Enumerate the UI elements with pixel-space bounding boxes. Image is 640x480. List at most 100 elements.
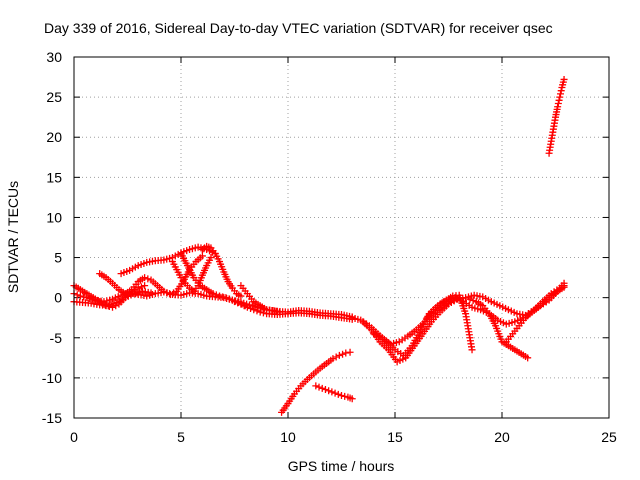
- series-track-i: [237, 282, 283, 316]
- x-axis-label: GPS time / hours: [288, 458, 395, 474]
- data-point: [554, 100, 562, 108]
- y-axis-label: SDTVAR / TECUs: [5, 181, 21, 293]
- y-tick-label: -10: [42, 370, 62, 386]
- data-point: [339, 350, 347, 358]
- data-point: [342, 349, 350, 357]
- data-point: [469, 296, 477, 304]
- data-point: [346, 348, 354, 356]
- data-point: [170, 289, 178, 297]
- data-point: [144, 275, 152, 283]
- data-point: [219, 293, 227, 301]
- x-tick-label: 5: [177, 429, 185, 445]
- data-point: [321, 386, 329, 394]
- axis-ticks: [73, 56, 610, 419]
- y-tick-label: 10: [46, 209, 62, 225]
- grid: [74, 57, 609, 418]
- data-point: [556, 90, 564, 98]
- data-point: [166, 290, 174, 298]
- y-tick-label: 25: [46, 89, 62, 105]
- series-track-p: [423, 291, 476, 354]
- data-point: [348, 395, 356, 403]
- data-point: [524, 354, 532, 362]
- y-tick-label: 5: [54, 250, 62, 266]
- data-point: [331, 389, 339, 397]
- y-tick-label: 30: [46, 49, 62, 65]
- data-point: [328, 388, 336, 396]
- series-track-c: [70, 287, 155, 310]
- data-point: [243, 303, 251, 311]
- x-tick-label: 0: [70, 429, 78, 445]
- data-point: [222, 294, 230, 302]
- series-track-s: [545, 75, 568, 157]
- data-point: [212, 291, 220, 299]
- data-point: [234, 299, 242, 307]
- data-point: [76, 292, 84, 300]
- data-point: [80, 293, 88, 301]
- y-tick-label: 15: [46, 169, 62, 185]
- data-point: [225, 295, 233, 303]
- data-point: [556, 93, 564, 101]
- data-point: [269, 307, 277, 315]
- series-track-r: [502, 283, 568, 346]
- data-point: [557, 87, 565, 95]
- plot-frame: [73, 56, 610, 419]
- series-track-g: [198, 242, 245, 300]
- series-track-m: [348, 282, 568, 359]
- data-point: [207, 254, 215, 262]
- y-tick-label: -5: [50, 330, 63, 346]
- x-tick-label: 20: [494, 429, 510, 445]
- data-point: [209, 290, 217, 298]
- data-point: [256, 308, 264, 316]
- y-tick-labels: -15 -10 -5 0 5 10 15 20 25 30: [42, 49, 62, 426]
- data-point: [466, 295, 474, 303]
- x-tick-label: 25: [601, 429, 617, 445]
- data-point: [163, 289, 171, 297]
- data-point: [341, 392, 349, 400]
- data-point: [335, 351, 343, 359]
- data-point: [332, 353, 340, 361]
- data-point: [198, 252, 206, 260]
- x-tick-label: 10: [280, 429, 296, 445]
- data-point: [73, 291, 81, 299]
- data-point: [315, 383, 323, 391]
- data-point: [253, 307, 261, 315]
- series-track-e: [96, 252, 206, 298]
- data-point: [329, 355, 337, 363]
- series-track-l: [312, 382, 356, 403]
- data-point: [240, 302, 248, 310]
- data-point: [325, 387, 333, 395]
- data-point: [318, 384, 326, 392]
- data-point: [147, 289, 155, 297]
- data-point: [137, 283, 145, 291]
- data-point: [272, 307, 280, 315]
- data-point: [555, 96, 563, 104]
- x-tick-label: 15: [387, 429, 403, 445]
- data-point: [560, 75, 568, 83]
- data-point: [216, 292, 224, 300]
- data-point: [312, 382, 320, 390]
- data-point: [334, 390, 342, 398]
- data-series: [70, 75, 568, 416]
- data-point: [468, 346, 476, 354]
- data-point: [141, 282, 149, 290]
- data-point: [237, 292, 245, 300]
- y-tick-label: 0: [54, 290, 62, 306]
- data-point: [560, 283, 568, 291]
- series-track-h: [168, 254, 215, 295]
- series-track-q: [466, 295, 532, 362]
- data-point: [134, 284, 142, 292]
- series-track-j: [231, 298, 356, 323]
- data-point: [247, 304, 255, 312]
- data-point: [231, 298, 238, 306]
- y-tick-label: -15: [42, 410, 62, 426]
- data-point: [160, 287, 168, 295]
- data-point: [554, 103, 562, 111]
- series-track-k: [278, 348, 354, 416]
- data-point: [338, 392, 345, 400]
- data-point: [250, 306, 258, 314]
- chart-title: Day 339 of 2016, Sidereal Day-to-day VTE…: [44, 20, 553, 36]
- data-point: [259, 309, 267, 317]
- data-point: [141, 274, 149, 282]
- data-point: [237, 300, 245, 308]
